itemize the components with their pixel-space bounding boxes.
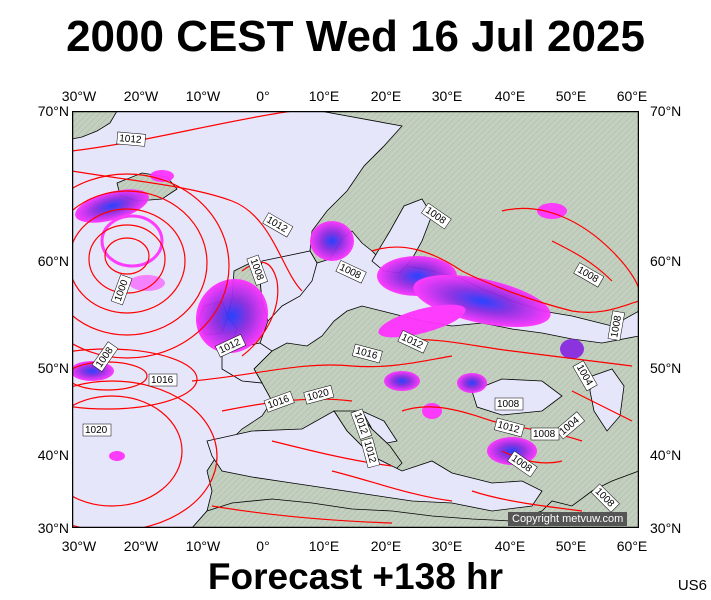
lat-label-left: 50°N — [37, 360, 69, 376]
lat-label-left: 30°N — [37, 520, 69, 536]
lon-label-top: 10°W — [185, 88, 221, 104]
isobar-labels: 1012 1012 1008 1000 1008 1016 1012 1016 … — [82, 131, 625, 513]
lat-label-left: 40°N — [37, 447, 69, 463]
forecast-label: Forecast +138 hr — [207, 556, 504, 597]
isobar-label: 1016 — [151, 375, 174, 386]
lon-label-top: 30°E — [431, 88, 463, 104]
lon-label-bottom: 60°E — [616, 538, 648, 554]
lon-label-top: 40°E — [494, 88, 526, 104]
lon-label-top: 20°E — [370, 88, 402, 104]
lon-label-bottom: 30°W — [61, 538, 97, 554]
lon-label-top: 0° — [256, 88, 270, 104]
lon-label-bottom: 0° — [256, 538, 270, 554]
isobars — [72, 111, 639, 528]
lon-label-bottom: 40°E — [494, 538, 526, 554]
lon-label-top: 10°E — [308, 88, 340, 104]
lon-label-bottom: 10°E — [308, 538, 340, 554]
lon-label-bottom: 50°E — [555, 538, 587, 554]
lat-label-left: 70°N — [37, 103, 69, 119]
isobar-label: 1008 — [533, 429, 556, 440]
north-africa — [191, 470, 639, 528]
isobar-label: 1020 — [85, 425, 108, 436]
lon-label-bottom: 10°W — [185, 538, 221, 554]
forecast-map: 1012 1012 1008 1000 1008 1016 1012 1016 … — [72, 111, 639, 528]
lat-label-right: 70°N — [650, 103, 682, 119]
map-title: 2000 CEST Wed 16 Jul 2025 — [66, 12, 645, 61]
lon-label-top: 20°W — [123, 88, 159, 104]
isobar-label: 1008 — [497, 399, 520, 410]
copyright-notice: Copyright metvuw.com — [508, 512, 628, 526]
lat-label-right: 40°N — [650, 447, 682, 463]
lon-label-top: 30°W — [61, 88, 97, 104]
lon-label-top: 50°E — [555, 88, 587, 104]
isobar-label: 1012 — [119, 133, 143, 146]
lat-label-left: 60°N — [37, 253, 69, 269]
lat-label-right: 60°N — [650, 253, 682, 269]
precipitation — [72, 170, 584, 465]
isobar-label: 1008 — [609, 314, 624, 338]
lon-label-bottom: 20°E — [370, 538, 402, 554]
model-code: US6 — [677, 577, 707, 594]
lon-label-bottom: 30°E — [431, 538, 463, 554]
lat-label-right: 30°N — [650, 520, 682, 536]
lat-label-right: 50°N — [650, 360, 682, 376]
lon-label-bottom: 20°W — [123, 538, 159, 554]
lon-label-top: 60°E — [616, 88, 648, 104]
